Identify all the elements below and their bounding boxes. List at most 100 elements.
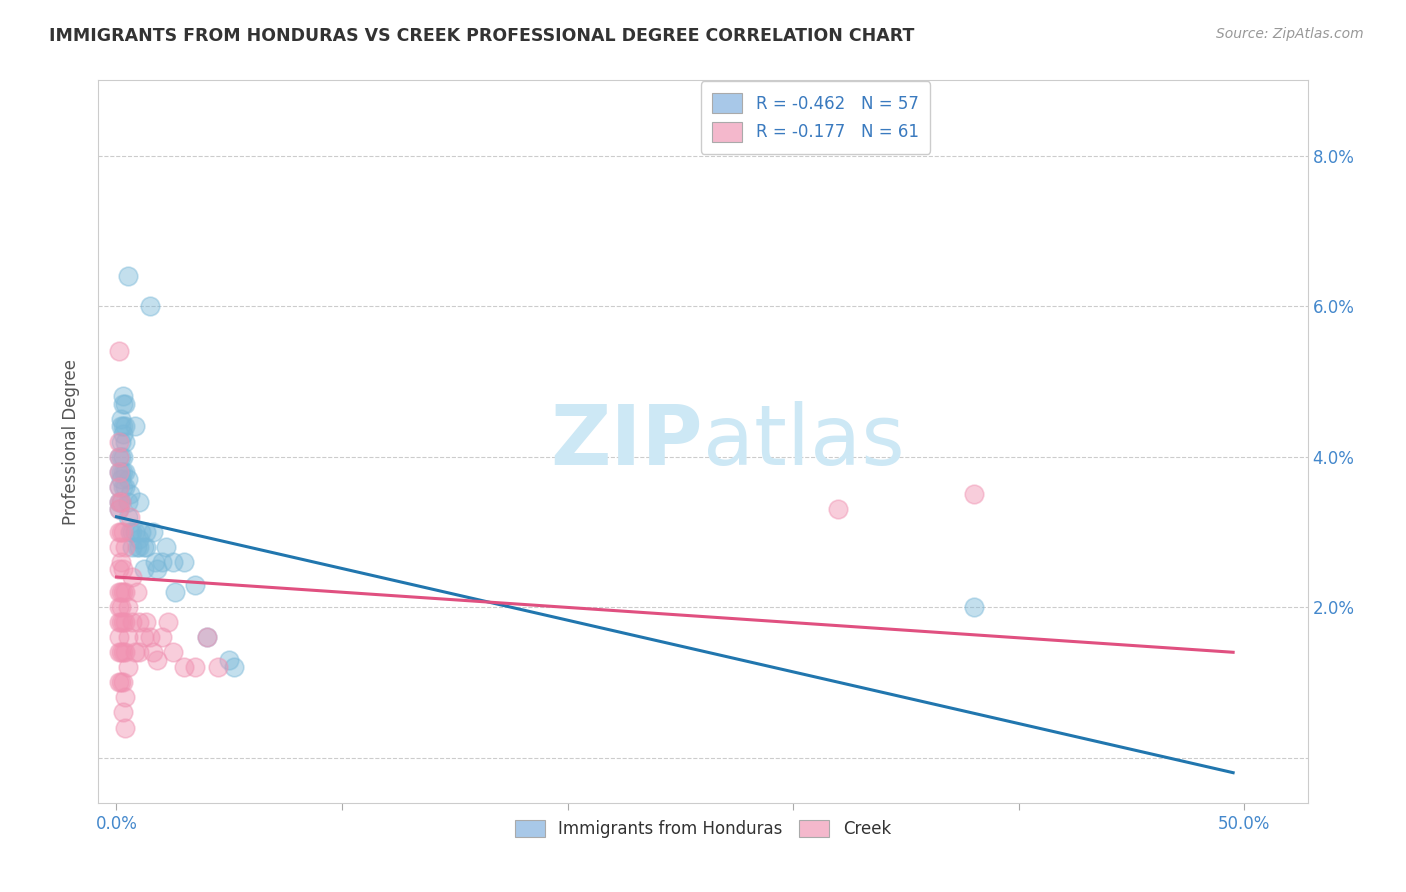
Point: [132, 540, 155, 554]
Point: [114, 690, 136, 705]
Point: [110, 494, 132, 508]
Point: [117, 494, 139, 508]
Point: [117, 509, 139, 524]
Point: [114, 585, 136, 599]
Point: [107, 450, 129, 464]
Point: [107, 480, 129, 494]
Point: [114, 615, 136, 630]
Point: [110, 494, 132, 508]
Point: [114, 480, 136, 494]
Point: [121, 524, 143, 539]
Point: [117, 660, 139, 674]
Point: [110, 419, 132, 434]
Point: [121, 540, 143, 554]
Point: [139, 299, 162, 313]
Point: [112, 675, 135, 690]
Point: [118, 487, 141, 501]
Point: [110, 450, 132, 464]
Point: [117, 472, 139, 486]
Text: Source: ZipAtlas.com: Source: ZipAtlas.com: [1216, 27, 1364, 41]
Point: [107, 450, 129, 464]
Point: [107, 540, 129, 554]
Point: [114, 645, 136, 659]
Point: [128, 615, 150, 630]
Point: [165, 585, 187, 599]
Text: atlas: atlas: [703, 401, 904, 482]
Point: [112, 645, 135, 659]
Point: [146, 562, 169, 576]
Point: [132, 562, 155, 576]
Point: [110, 412, 132, 426]
Point: [107, 615, 129, 630]
Point: [173, 660, 195, 674]
Point: [114, 465, 136, 479]
Point: [112, 389, 135, 403]
Point: [107, 585, 129, 599]
Point: [107, 600, 129, 615]
Point: [107, 524, 129, 539]
Point: [110, 585, 132, 599]
Point: [110, 645, 132, 659]
Point: [963, 600, 986, 615]
Point: [112, 465, 135, 479]
Point: [128, 540, 150, 554]
Point: [218, 653, 240, 667]
Point: [112, 450, 135, 464]
Point: [124, 645, 146, 659]
Point: [124, 419, 146, 434]
Point: [112, 419, 135, 434]
Point: [150, 555, 173, 569]
Y-axis label: Professional Degree: Professional Degree: [62, 359, 80, 524]
Point: [827, 502, 849, 516]
Point: [114, 419, 136, 434]
Point: [184, 577, 207, 591]
Point: [107, 562, 129, 576]
Point: [110, 472, 132, 486]
Point: [139, 630, 162, 644]
Point: [110, 675, 132, 690]
Point: [117, 630, 139, 644]
Point: [118, 524, 141, 539]
Point: [132, 630, 155, 644]
Point: [207, 660, 229, 674]
Point: [121, 615, 143, 630]
Point: [107, 494, 129, 508]
Point: [157, 615, 180, 630]
Point: [107, 630, 129, 644]
Point: [121, 570, 143, 584]
Point: [143, 555, 166, 569]
Point: [112, 397, 135, 411]
Point: [128, 533, 150, 547]
Point: [107, 465, 129, 479]
Point: [135, 540, 157, 554]
Point: [150, 630, 173, 644]
Point: [173, 555, 195, 569]
Point: [195, 630, 218, 644]
Point: [114, 721, 136, 735]
Point: [124, 524, 146, 539]
Point: [107, 675, 129, 690]
Point: [155, 540, 177, 554]
Point: [114, 434, 136, 449]
Text: ZIP: ZIP: [551, 401, 703, 482]
Point: [107, 344, 129, 359]
Point: [135, 615, 157, 630]
Point: [107, 434, 129, 449]
Point: [110, 465, 132, 479]
Point: [107, 502, 129, 516]
Point: [128, 494, 150, 508]
Point: [146, 653, 169, 667]
Point: [142, 524, 165, 539]
Point: [107, 502, 129, 516]
Point: [162, 645, 184, 659]
Point: [125, 585, 148, 599]
Point: [112, 524, 135, 539]
Point: [114, 397, 136, 411]
Point: [112, 427, 135, 442]
Point: [112, 480, 135, 494]
Point: [117, 268, 139, 283]
Point: [107, 645, 129, 659]
Point: [117, 600, 139, 615]
Legend: Immigrants from Honduras, Creek: Immigrants from Honduras, Creek: [509, 814, 897, 845]
Point: [107, 465, 129, 479]
